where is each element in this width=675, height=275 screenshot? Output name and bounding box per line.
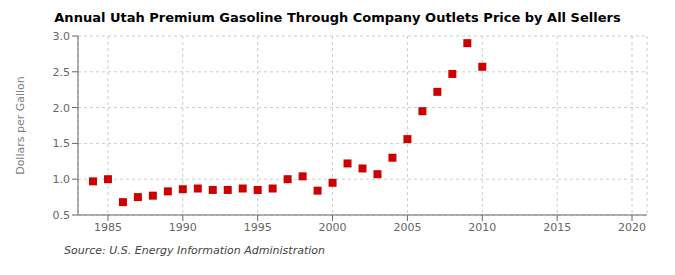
svg-text:3.0: 3.0 xyxy=(53,30,71,43)
svg-text:1.0: 1.0 xyxy=(53,173,71,186)
svg-text:1.5: 1.5 xyxy=(53,137,71,150)
svg-text:2.0: 2.0 xyxy=(53,102,71,115)
svg-text:2000: 2000 xyxy=(319,221,347,234)
svg-text:1985: 1985 xyxy=(94,221,122,234)
svg-text:2010: 2010 xyxy=(468,221,496,234)
svg-text:0.5: 0.5 xyxy=(53,209,71,222)
svg-text:1995: 1995 xyxy=(244,221,272,234)
html-text:Annual Utah Premium Gasoline T: Annual Utah Premium Gasoline Through Com… xyxy=(54,10,621,25)
html-text:Source: U.S. Energy Informatio: Source: U.S. Energy Information Administ… xyxy=(64,244,325,257)
svg-text:2020: 2020 xyxy=(618,221,646,234)
svg-text:2005: 2005 xyxy=(393,221,421,234)
svg-text:2.5: 2.5 xyxy=(53,66,71,79)
svg-text:Dollars per Gallon: Dollars per Gallon xyxy=(14,76,27,175)
svg-text:1990: 1990 xyxy=(169,221,197,234)
svg-text:2015: 2015 xyxy=(543,221,571,234)
